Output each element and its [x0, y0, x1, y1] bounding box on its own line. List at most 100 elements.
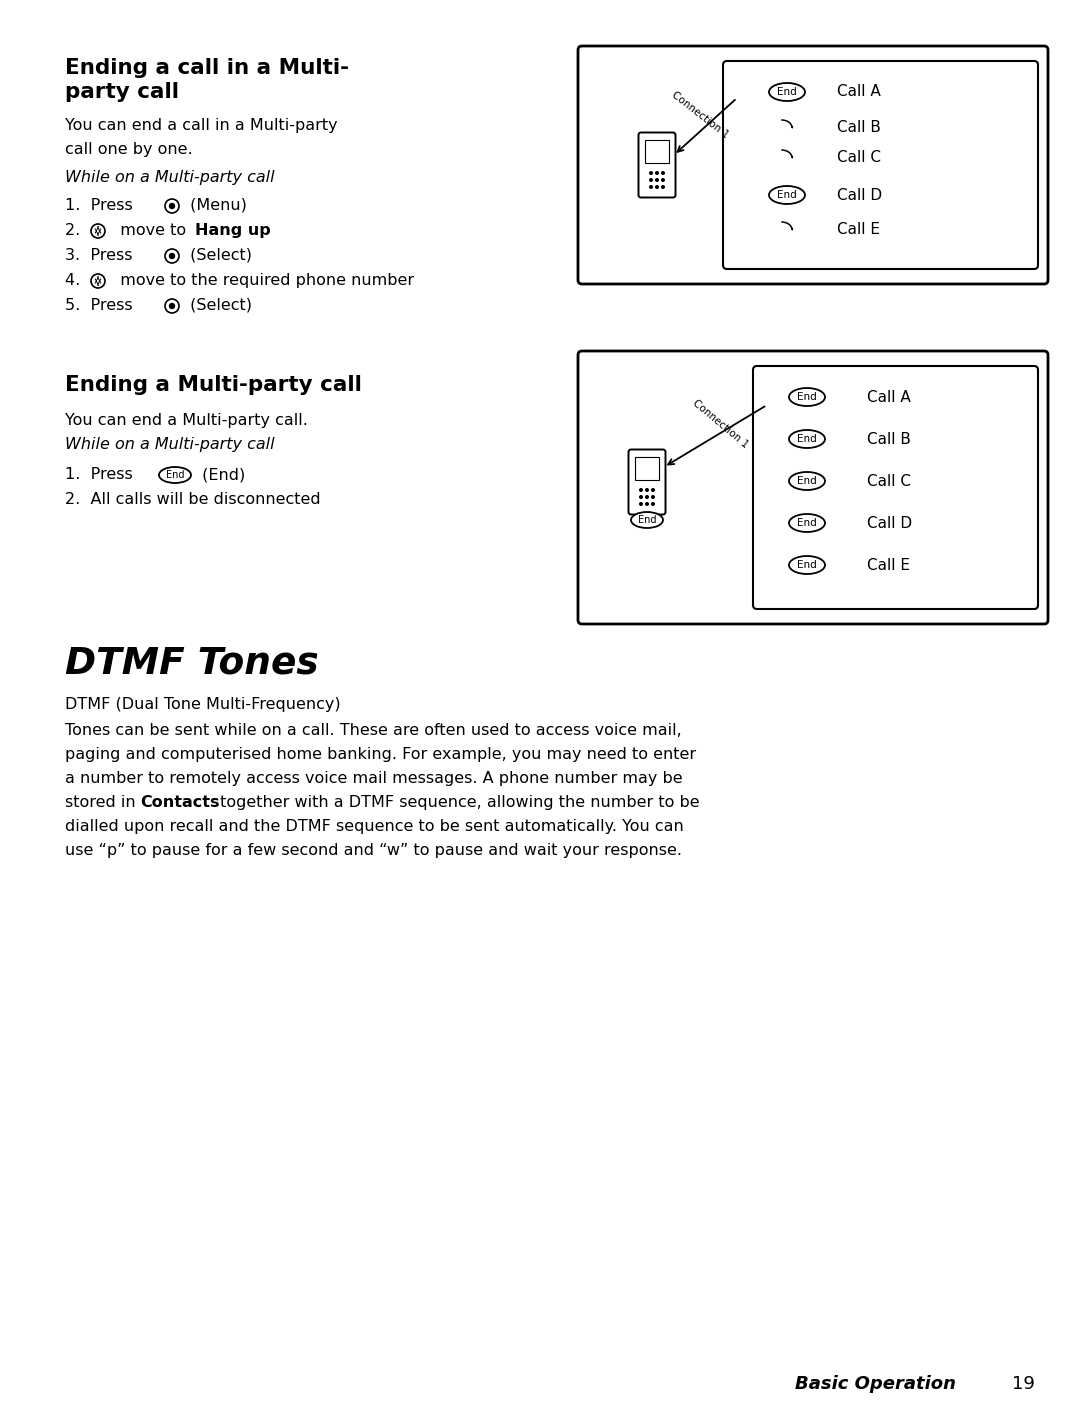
Ellipse shape	[789, 472, 825, 490]
Text: Call E: Call E	[867, 558, 910, 573]
FancyBboxPatch shape	[578, 46, 1048, 284]
Ellipse shape	[789, 514, 825, 532]
Circle shape	[656, 172, 659, 175]
Circle shape	[650, 172, 652, 175]
Circle shape	[639, 503, 643, 505]
FancyBboxPatch shape	[638, 132, 675, 197]
Text: End: End	[165, 470, 185, 480]
Circle shape	[646, 496, 648, 498]
Text: 3.  Press: 3. Press	[65, 248, 133, 263]
Text: End: End	[797, 434, 816, 444]
Text: (Select): (Select)	[185, 248, 252, 263]
FancyArrowPatch shape	[782, 222, 793, 230]
Text: Call E: Call E	[837, 222, 880, 238]
Text: call one by one.: call one by one.	[65, 142, 192, 158]
Text: 2.  All calls will be disconnected: 2. All calls will be disconnected	[65, 491, 321, 507]
Text: Tones can be sent while on a call. These are often used to access voice mail,: Tones can be sent while on a call. These…	[65, 722, 681, 738]
Text: End: End	[797, 476, 816, 486]
Text: You can end a Multi-party call.: You can end a Multi-party call.	[65, 413, 308, 428]
Circle shape	[170, 204, 175, 208]
Text: use “p” to pause for a few second and “w” to pause and wait your response.: use “p” to pause for a few second and “w…	[65, 843, 681, 857]
Text: End: End	[638, 515, 657, 525]
Text: 1.  Press: 1. Press	[65, 199, 133, 213]
FancyBboxPatch shape	[629, 449, 665, 514]
Ellipse shape	[769, 83, 805, 101]
Circle shape	[91, 224, 105, 238]
Text: 2.: 2.	[65, 222, 85, 238]
Text: End: End	[797, 560, 816, 570]
Text: Ending a call in a Multi-: Ending a call in a Multi-	[65, 58, 349, 77]
Text: dialled upon recall and the DTMF sequence to be sent automatically. You can: dialled upon recall and the DTMF sequenc…	[65, 819, 684, 834]
Circle shape	[662, 172, 664, 175]
Text: (Select): (Select)	[185, 298, 252, 313]
Ellipse shape	[789, 556, 825, 574]
Text: paging and computerised home banking. For example, you may need to enter: paging and computerised home banking. Fo…	[65, 748, 697, 762]
Text: Call B: Call B	[867, 431, 910, 446]
Circle shape	[165, 249, 179, 263]
Circle shape	[170, 304, 175, 308]
Circle shape	[639, 496, 643, 498]
Circle shape	[639, 489, 643, 491]
Text: stored in: stored in	[65, 796, 140, 810]
Ellipse shape	[789, 389, 825, 406]
Text: Call A: Call A	[837, 84, 881, 100]
Circle shape	[650, 186, 652, 189]
Text: 19: 19	[1012, 1376, 1035, 1393]
Text: DTMF (Dual Tone Multi-Frequency): DTMF (Dual Tone Multi-Frequency)	[65, 697, 340, 712]
Circle shape	[170, 253, 175, 259]
Circle shape	[650, 179, 652, 182]
Bar	[645, 139, 669, 163]
Ellipse shape	[769, 186, 805, 204]
Text: move to: move to	[110, 222, 191, 238]
Text: Hang up: Hang up	[195, 222, 271, 238]
Ellipse shape	[631, 513, 663, 528]
Text: Connection 1: Connection 1	[671, 89, 731, 139]
Text: a number to remotely access voice mail messages. A phone number may be: a number to remotely access voice mail m…	[65, 772, 683, 786]
Circle shape	[91, 275, 105, 289]
Circle shape	[646, 503, 648, 505]
Text: move to the required phone number: move to the required phone number	[110, 273, 414, 289]
Text: Call C: Call C	[867, 473, 912, 489]
Circle shape	[651, 503, 654, 505]
FancyArrowPatch shape	[782, 151, 793, 158]
Ellipse shape	[159, 467, 191, 483]
Circle shape	[662, 186, 664, 189]
Text: 4.: 4.	[65, 273, 85, 289]
Circle shape	[646, 489, 648, 491]
Text: 5.  Press: 5. Press	[65, 298, 133, 313]
Text: End: End	[797, 518, 816, 528]
Text: End: End	[778, 87, 797, 97]
Circle shape	[656, 186, 659, 189]
Text: Ending a Multi-party call: Ending a Multi-party call	[65, 375, 362, 396]
FancyBboxPatch shape	[578, 351, 1048, 624]
Text: Contacts: Contacts	[140, 796, 219, 810]
Circle shape	[165, 199, 179, 213]
Circle shape	[651, 496, 654, 498]
Text: Call C: Call C	[837, 151, 881, 166]
Circle shape	[662, 179, 664, 182]
Circle shape	[651, 489, 654, 491]
Text: End: End	[778, 190, 797, 200]
Text: Call A: Call A	[867, 390, 910, 404]
Text: (End): (End)	[197, 467, 245, 482]
Circle shape	[165, 298, 179, 313]
Text: together with a DTMF sequence, allowing the number to be: together with a DTMF sequence, allowing …	[215, 796, 700, 810]
Text: Basic Operation: Basic Operation	[795, 1376, 956, 1393]
Text: While on a Multi-party call: While on a Multi-party call	[65, 436, 274, 452]
Text: Call D: Call D	[837, 187, 882, 203]
FancyBboxPatch shape	[723, 61, 1038, 269]
Bar	[635, 458, 659, 480]
Text: Call D: Call D	[867, 515, 913, 531]
Text: 1.  Press: 1. Press	[65, 467, 133, 482]
FancyArrowPatch shape	[782, 120, 793, 128]
Ellipse shape	[789, 429, 825, 448]
Text: DTMF Tones: DTMF Tones	[65, 645, 319, 681]
Circle shape	[656, 179, 659, 182]
Text: party call: party call	[65, 82, 179, 101]
Text: (Menu): (Menu)	[185, 199, 247, 213]
Text: Call B: Call B	[837, 121, 881, 135]
Text: While on a Multi-party call: While on a Multi-party call	[65, 170, 274, 184]
Text: You can end a call in a Multi-party: You can end a call in a Multi-party	[65, 118, 338, 132]
Text: End: End	[797, 391, 816, 403]
Text: Connection 1: Connection 1	[691, 398, 751, 451]
